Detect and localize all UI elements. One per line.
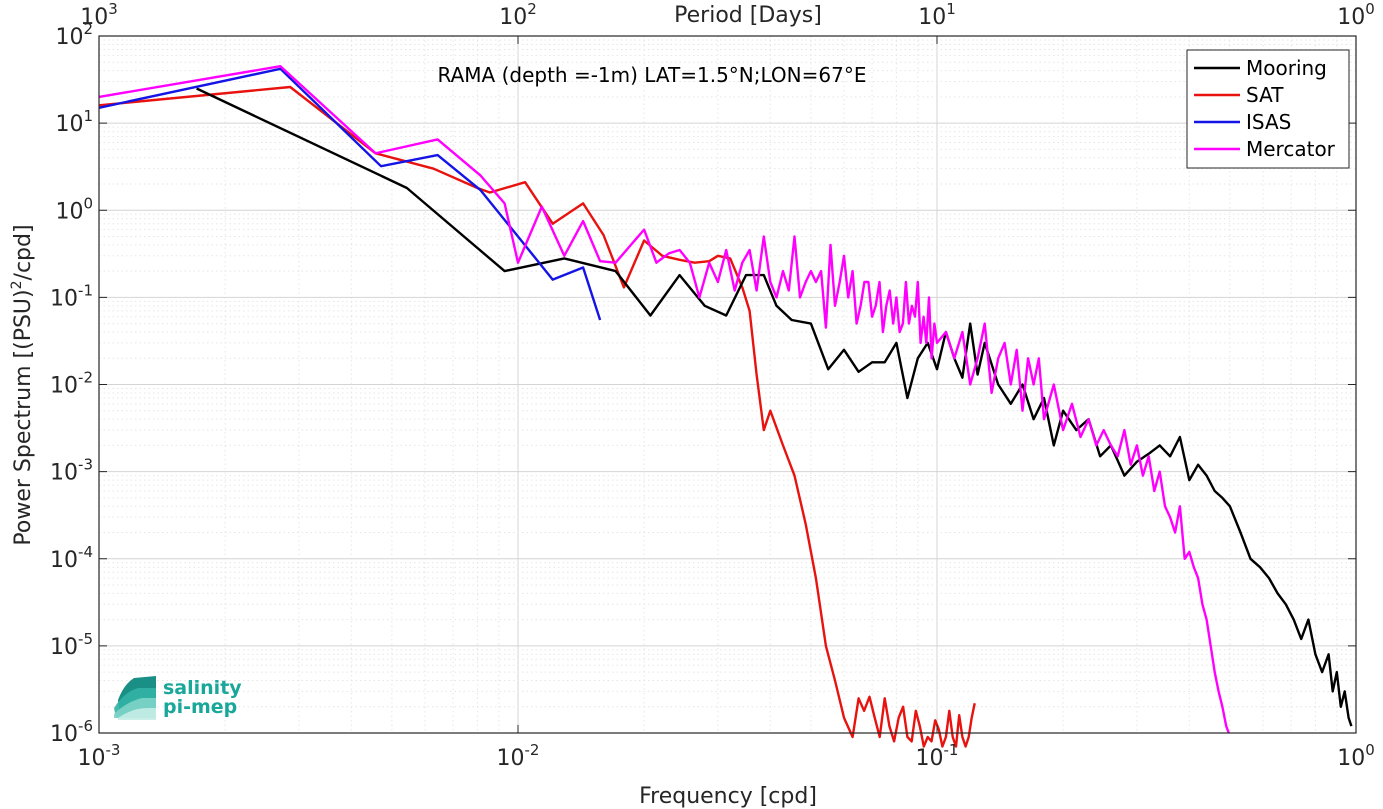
legend-items: Mooring SAT ISAS Mercator [1194,56,1336,161]
y-tick-label-exp: 0 [83,194,93,212]
series-layer [98,64,1353,748]
x2-tick-label-exp: 1 [946,0,956,18]
x-tick-label: 10-2 [497,741,540,771]
legend-label-mooring: Mooring [1246,56,1327,80]
x2-axis-label: Period [Days] [674,3,822,28]
legend-label-isas: ISAS [1246,110,1291,134]
x-axis-label: Frequency [cpd] [639,784,817,809]
y-tick-label: 10-5 [50,630,93,660]
legend: Mooring SAT ISAS Mercator [1186,49,1350,169]
y-tick-label: 10-4 [50,543,93,573]
y-tick-label-base: 10 [55,199,83,224]
y-tick-label-exp: -6 [78,717,93,735]
y-tick-label: 10-2 [50,369,93,399]
grid [98,36,1356,734]
series-line-sat [98,85,976,748]
y-tick-label-base: 10 [50,722,78,747]
x2-tick-label-exp: 2 [527,0,537,18]
y-tick-label: 10-3 [50,456,93,486]
y-tick-label-exp: -2 [78,369,93,387]
y-tick-label-base: 10 [50,548,78,573]
y-axis-label: Power Spectrum [(PSU)2/cpd] [9,224,36,545]
y-tick-label: 101 [55,107,93,137]
y-tick-label: 100 [55,194,93,224]
x-tick-label-base: 10 [497,746,525,771]
x2-tick-label: 102 [499,0,537,30]
y-tick-label-base: 10 [50,461,78,486]
x2-tick-label-exp: 3 [108,0,118,18]
logo-line1: salinity [163,677,242,699]
y-tick-label-exp: 2 [83,20,93,38]
x-tick-label-exp: -2 [525,741,540,759]
series-line-mooring [196,87,1353,727]
y-axis-label-main: Power Spectrum [(PSU) [11,289,36,545]
y-tick-label-exp: -3 [78,456,93,474]
x2-tick-label: 100 [1337,0,1375,30]
x-tick-label: 10-1 [916,741,959,771]
y-tick-label-exp: -5 [78,630,93,648]
series-line-mercator [98,64,1230,734]
y-tick-label-base: 10 [55,112,83,137]
legend-label-sat: SAT [1246,83,1284,107]
y-tick-label-exp: 1 [83,107,93,125]
y-tick-label: 102 [55,20,93,50]
x2-tick-label-base: 10 [1337,5,1365,30]
x2-tick-label-exp: 0 [1365,0,1375,18]
x2-tick-label: 103 [80,0,118,30]
series-line-isas [98,67,602,321]
x-tick-label: 10-3 [78,741,121,771]
x-tick-label: 100 [1337,741,1375,771]
legend-label-mercator: Mercator [1246,137,1336,161]
y-axis-label-tail: /cpd] [11,224,36,280]
x-tick-label-base: 10 [1337,746,1365,771]
y-tick-label: 10-1 [50,281,93,311]
y-tick-label-base: 10 [50,286,78,311]
y-axis-label-sup: 2 [9,280,25,289]
y-tick-label-base: 10 [50,635,78,660]
x2-tick-label-base: 10 [80,5,108,30]
x2-tick-label-base: 10 [918,5,946,30]
y-tick-label-exp: -1 [78,281,93,299]
x-tick-label-exp: 0 [1365,741,1375,759]
y-tick-label-base: 10 [50,374,78,399]
y-tick-label-exp: -4 [78,543,93,561]
y-tick-label: 10-6 [50,717,93,747]
chart-title: RAMA (depth =-1m) LAT=1.5°N;LON=67°E [438,63,867,87]
x-tick-label-exp: -3 [106,741,121,759]
salinity-pi-mep-logo: salinity pi-mep [114,676,242,720]
x2-tick-label: 101 [918,0,956,30]
logo-waves-icon [114,676,156,720]
y-tick-label-base: 10 [55,25,83,50]
x2-tick-label-base: 10 [499,5,527,30]
logo-line2: pi-mep [163,696,237,718]
x-tick-label-base: 10 [78,746,106,771]
x-tick-label-base: 10 [916,746,944,771]
x-tick-label-exp: -1 [944,741,959,759]
